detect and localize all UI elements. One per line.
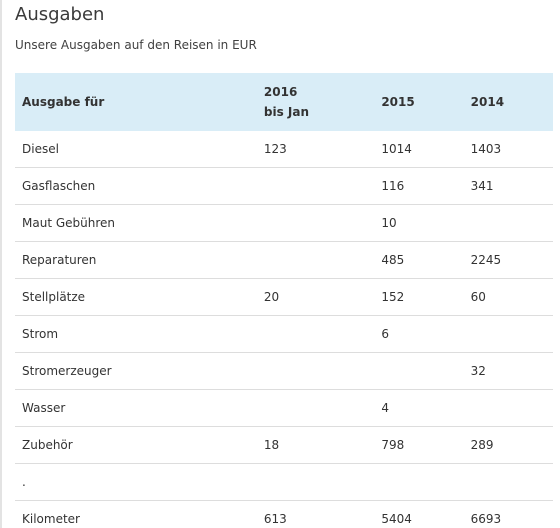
table-row: Stellplätze 20 152 60 bbox=[15, 278, 553, 316]
cell-2015: 485 bbox=[374, 241, 464, 279]
cell-2015 bbox=[374, 352, 464, 390]
cell-2014: 289 bbox=[463, 426, 553, 464]
table-row: Maut Gebühren 10 bbox=[15, 204, 553, 242]
header-2016: 2016 bis Jan bbox=[256, 73, 375, 131]
cell-2016: 123 bbox=[263, 142, 287, 156]
cell-2016 bbox=[256, 241, 375, 279]
table-row: Wasser 4 bbox=[15, 389, 553, 427]
left-border bbox=[0, 0, 2, 528]
cell-2016 bbox=[256, 352, 375, 390]
cell-2015: 152 bbox=[374, 278, 464, 316]
cell-2015: 10 bbox=[374, 204, 464, 242]
cell-item: Zubehör bbox=[15, 426, 257, 464]
cell-2016: 20 bbox=[256, 278, 375, 316]
cell-2014: 1403 bbox=[470, 142, 502, 156]
cell-item: Maut Gebühren bbox=[15, 204, 257, 242]
cell-item: Wasser bbox=[15, 389, 257, 427]
cell-2015: 6 bbox=[374, 315, 464, 353]
cell-2014 bbox=[463, 389, 553, 427]
table-row: Stromerzeuger 32 bbox=[15, 352, 553, 390]
cell-2015 bbox=[374, 463, 464, 501]
cell-2014: 60 bbox=[463, 278, 553, 316]
cell-item: Diesel bbox=[22, 142, 59, 156]
cell-2016 bbox=[256, 204, 375, 242]
table-header-row: Ausgabe für 2016 bis Jan 2015 2014 bbox=[15, 73, 553, 131]
table-row: . bbox=[15, 463, 553, 501]
cell-2015: 116 bbox=[374, 167, 464, 205]
cell-item: Stromerzeuger bbox=[15, 352, 257, 390]
expenses-table: Ausgabe für 2016 bis Jan 2015 2014 Diese… bbox=[15, 73, 553, 528]
page-title: Ausgaben bbox=[15, 4, 105, 25]
cell-2016: 613 bbox=[256, 500, 375, 528]
header-2014: 2014 bbox=[463, 73, 553, 131]
cell-2014 bbox=[463, 463, 553, 501]
cell-2016 bbox=[256, 389, 375, 427]
table-row: Reparaturen 485 2245 bbox=[15, 241, 553, 279]
cell-2014: 6693 bbox=[463, 500, 553, 528]
header-2016-note: bis Jan bbox=[263, 105, 310, 119]
cell-2014: 32 bbox=[463, 352, 553, 390]
cell-item: Stellplätze bbox=[15, 278, 257, 316]
cell-item: . bbox=[15, 463, 257, 501]
cell-2015: 5404 bbox=[374, 500, 464, 528]
cell-item: Strom bbox=[15, 315, 257, 353]
table-row: Gasflaschen 116 341 bbox=[15, 167, 553, 205]
cell-item: Kilometer bbox=[15, 500, 257, 528]
cell-item: Gasflaschen bbox=[15, 167, 257, 205]
cell-2014: 341 bbox=[463, 167, 553, 205]
cell-2015: 4 bbox=[374, 389, 464, 427]
header-item: Ausgabe für bbox=[15, 73, 257, 131]
table-row: Zubehör 18 798 289 bbox=[15, 426, 553, 464]
cell-2014: 2245 bbox=[463, 241, 553, 279]
header-2015: 2015 bbox=[374, 73, 464, 131]
cell-2016 bbox=[256, 167, 375, 205]
table-row: Kilometer 613 5404 6693 bbox=[15, 500, 553, 528]
table-row: Diesel 123 1014 1403 bbox=[15, 131, 553, 168]
cell-item: Reparaturen bbox=[15, 241, 257, 279]
cell-2015: 1014 bbox=[381, 142, 412, 156]
page-subtitle: Unsere Ausgaben auf den Reisen in EUR bbox=[15, 38, 257, 52]
table-row: Strom 6 bbox=[15, 315, 553, 353]
cell-2015: 798 bbox=[374, 426, 464, 464]
cell-2016: 18 bbox=[256, 426, 375, 464]
cell-2014 bbox=[463, 315, 553, 353]
cell-2016 bbox=[256, 315, 375, 353]
cell-2016 bbox=[256, 463, 375, 501]
cell-2014 bbox=[463, 204, 553, 242]
header-2016-year: 2016 bbox=[263, 85, 298, 99]
